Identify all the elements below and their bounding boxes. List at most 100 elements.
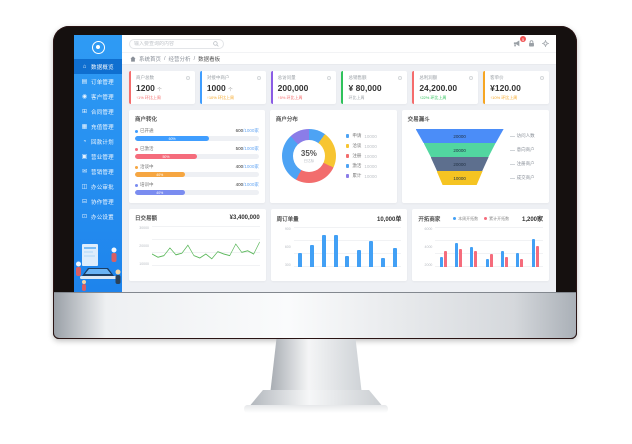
bar xyxy=(470,247,474,267)
sidebar-menu: ⌂ 数据概览 ▤ 订单管理 ◉ 客户管理 ⊞ 合 xyxy=(74,59,122,234)
transaction-funnel-panel: 交易漏斗 20000 20000 20000 10000 xyxy=(401,110,549,203)
contract-icon: ⊞ xyxy=(81,109,88,115)
recharge-icon: ▦ xyxy=(81,124,88,130)
bar xyxy=(333,235,338,267)
legend-item: 洽谈 10000 xyxy=(345,143,377,149)
progress-item: 培训中 400/1000家 40% xyxy=(135,182,259,195)
business-icon: ▣ xyxy=(81,154,88,160)
sidebar-item-office-settings[interactable]: ⊡ 办公设置 xyxy=(81,214,114,221)
stat-trend: ↑10% 环比上周 xyxy=(206,95,234,100)
daily-line-chart xyxy=(152,226,260,266)
bar xyxy=(505,256,509,267)
stat-trend: 环比上周 xyxy=(348,95,365,100)
search-input[interactable] xyxy=(134,40,211,47)
card-more-icon[interactable] xyxy=(327,76,332,80)
sidebar-item-collaboration[interactable]: ⊟ 协作管理 xyxy=(81,199,114,206)
progress-item: 已开通 600/1000家 60% xyxy=(135,128,259,141)
funnel-labels: 访问人数 意向商户 注册商户 成交商户 xyxy=(509,129,535,185)
sidebar-item-approval[interactable]: ◫ 办公审批 xyxy=(81,184,114,191)
donut-center-label: 已达标 xyxy=(303,158,315,163)
breadcrumb-item[interactable]: 经营分析 xyxy=(168,56,191,63)
bar xyxy=(458,248,462,267)
announcement-icon[interactable]: 5 xyxy=(513,36,526,47)
dashboard-content: 商户总数 1200 个 ↑1% 环比上周 对接中商户 1000 个 ↑10% 环… xyxy=(122,65,556,292)
monitor-stand xyxy=(270,339,362,395)
legend-item: 激活 10000 xyxy=(345,163,377,169)
customer-icon: ◉ xyxy=(81,94,88,100)
progress-bar: 50% xyxy=(135,154,259,159)
sidebar: ⌂ 数据概览 ▤ 订单管理 ◉ 客户管理 ⊞ 合 xyxy=(74,35,122,292)
main-area: 5 xyxy=(122,35,556,292)
progress-bar: 60% xyxy=(135,136,259,141)
team-icon: ⊟ xyxy=(81,199,88,205)
expansion-panel: 开拓商家 本周开拓数 累计开拓数 1,200家 6000 400 xyxy=(412,209,550,281)
bar xyxy=(345,255,350,267)
bar xyxy=(489,254,493,267)
bar xyxy=(501,251,505,267)
card-more-icon[interactable] xyxy=(256,76,261,80)
funnel-chart: 20000 20000 20000 10000 xyxy=(415,129,504,185)
order-icon: ▤ xyxy=(81,79,88,85)
sidebar-item-contracts[interactable]: ⊞ 合同管理 xyxy=(81,109,114,116)
plan-icon: ◔ xyxy=(82,138,87,145)
card-more-icon[interactable] xyxy=(185,76,190,80)
sidebar-item-business[interactable]: ▣ 营业管理 xyxy=(81,154,114,161)
approval-icon: ◫ xyxy=(81,184,88,190)
bar xyxy=(297,253,302,267)
sidebar-item-marketing[interactable]: ✉ 营销管理 xyxy=(81,169,114,176)
card-more-icon[interactable] xyxy=(469,76,474,80)
progress-item: 已激活 500/1000家 50% xyxy=(135,146,259,159)
stat-card-profit[interactable]: 总利润额 24,200.00 ↑22% 环比上周 xyxy=(412,71,479,104)
bar xyxy=(321,235,326,267)
gear-icon[interactable] xyxy=(542,40,549,47)
breadcrumb-item[interactable]: 系统首页 xyxy=(139,56,162,63)
bar xyxy=(454,243,458,267)
sidebar-item-overview[interactable]: ⌂ 数据概览 xyxy=(74,59,122,74)
weekly-total: 10,000单 xyxy=(376,217,402,223)
progress-bar: 40% xyxy=(135,190,259,195)
marketing-icon: ✉ xyxy=(81,169,88,175)
settings-icon: ⊡ xyxy=(81,214,88,220)
stat-card-sales[interactable]: 总销售额 ¥ 80,000 环比上周 xyxy=(341,71,408,104)
monitor-screen: ⌂ 数据概览 ▤ 订单管理 ◉ 客户管理 ⊞ 合 xyxy=(74,35,556,292)
stat-trend: ↑22% 环比上周 xyxy=(419,95,447,100)
stat-card-avg-order[interactable]: 客单价 ¥120.00 ↑10% 环比上周 xyxy=(483,71,549,104)
stat-trend: ↑5% 环比上周 xyxy=(277,95,303,100)
search-box[interactable] xyxy=(129,38,224,49)
monitor-stand-flare xyxy=(248,390,384,408)
breadcrumb-current: 数据看板 xyxy=(198,56,221,63)
bar xyxy=(439,256,443,267)
funnel-segment: 20000 xyxy=(423,143,496,157)
sidebar-item-orders[interactable]: ▤ 订单管理 xyxy=(81,79,114,86)
funnel-segment: 20000 xyxy=(415,129,504,143)
progress-bar: 40% xyxy=(135,172,259,177)
bar xyxy=(309,245,314,267)
card-more-icon[interactable] xyxy=(539,76,544,80)
stat-card-pending-merchants[interactable]: 对接中商户 1000 个 ↑10% 环比上周 xyxy=(199,71,266,104)
card-more-icon[interactable] xyxy=(398,76,403,80)
stat-trend: ↑10% 环比上周 xyxy=(490,95,518,100)
stat-card-row: 商户总数 1200 个 ↑1% 环比上周 对接中商户 1000 个 ↑10% 环… xyxy=(129,71,549,104)
donut-chart-wrap: 35% 已达标 xyxy=(281,129,336,183)
notification-badge: 5 xyxy=(520,36,526,42)
bar xyxy=(535,246,539,267)
sidebar-item-customers[interactable]: ◉ 客户管理 xyxy=(81,94,114,101)
expansion-total: 1,200家 xyxy=(521,217,543,223)
merchant-conversion-panel: 商户转化 已开通 600/1000家 60% 已激活 500/1000家 xyxy=(129,110,265,203)
sidebar-item-recharge[interactable]: ▦ 充值管理 xyxy=(81,124,114,131)
sidebar-item-payback[interactable]: ◔ 回款计划 xyxy=(82,138,114,146)
bar xyxy=(443,251,447,267)
stat-card-visits[interactable]: 总访问量 200,000 ↑5% 环比上周 xyxy=(270,71,337,104)
search-icon xyxy=(213,40,219,47)
stat-card-merchants[interactable]: 商户总数 1200 个 ↑1% 环比上周 xyxy=(129,71,195,104)
merchant-distribution-panel: 商户分布 35% 已达标 xyxy=(269,110,397,203)
home-icon: ⌂ xyxy=(82,63,87,70)
bar xyxy=(516,253,520,267)
daily-line xyxy=(152,241,260,260)
daily-total: ¥3,400,000 xyxy=(229,215,260,221)
lock-icon[interactable] xyxy=(528,40,535,47)
expansion-bar-chart xyxy=(435,227,544,267)
bar xyxy=(474,251,478,267)
app-logo[interactable] xyxy=(74,35,122,59)
